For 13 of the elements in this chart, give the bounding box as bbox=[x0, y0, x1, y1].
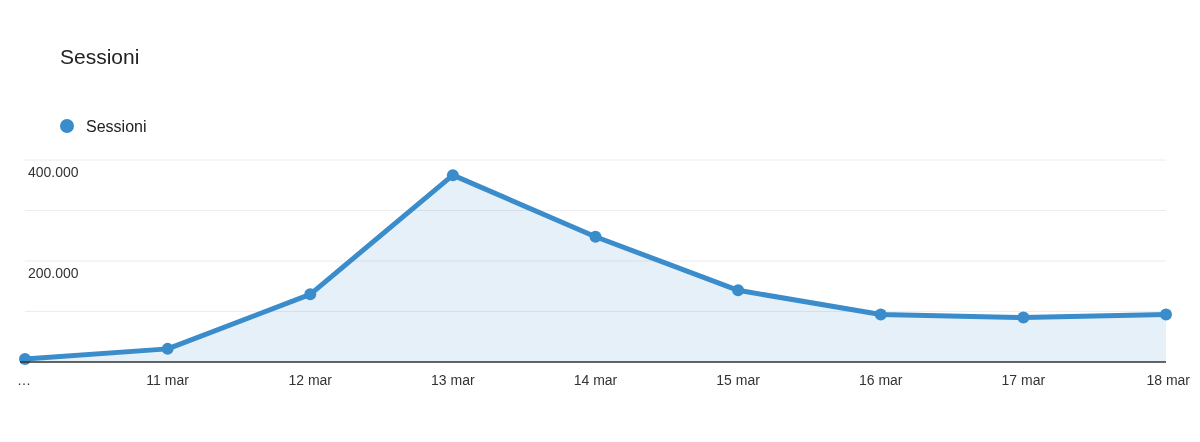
y-tick-label: 400.000 bbox=[28, 164, 79, 180]
x-tick-label: 15 mar bbox=[716, 372, 761, 388]
x-tick-label: 14 mar bbox=[573, 372, 618, 388]
x-tick-label: 17 mar bbox=[1001, 372, 1046, 388]
y-tick-label: 200.000 bbox=[28, 265, 79, 281]
chart-title: Sessioni bbox=[60, 45, 140, 68]
x-tick-label: 18 mar bbox=[1146, 372, 1191, 388]
x-tick-label: 13 mar bbox=[431, 372, 475, 388]
legend-label: Sessioni bbox=[86, 118, 147, 135]
x-tick-label: … bbox=[17, 372, 31, 388]
x-tick-label: 16 mar bbox=[858, 372, 903, 388]
x-tick-label: 12 mar bbox=[288, 372, 333, 388]
x-tick-label: 11 mar bbox=[146, 372, 190, 388]
